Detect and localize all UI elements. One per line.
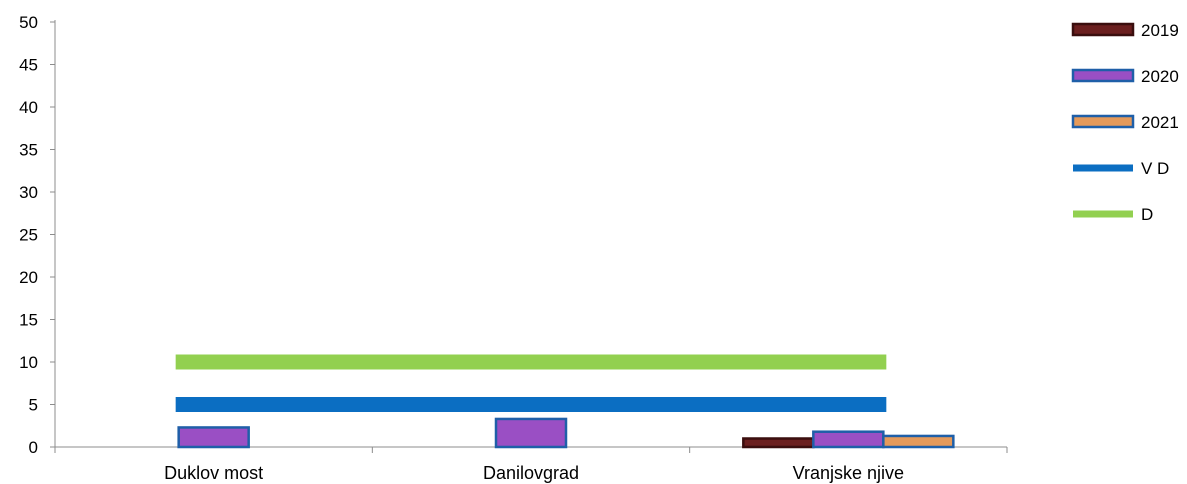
legend-label: V D	[1141, 159, 1169, 178]
y-tick-label: 20	[19, 268, 38, 287]
x-category-label: Duklov most	[164, 463, 263, 483]
y-tick-label: 50	[19, 13, 38, 32]
x-category-label: Danilovgrad	[483, 463, 579, 483]
y-tick-label: 35	[19, 141, 38, 160]
x-axis: Duklov most Danilovgrad Vranjske njive	[54, 446, 1008, 483]
y-tick-label: 30	[19, 183, 38, 202]
legend-label: 2020	[1141, 67, 1179, 86]
y-tick-label: 5	[29, 396, 38, 415]
legend-swatch-2019	[1071, 22, 1135, 37]
legend-swatch-2020	[1071, 68, 1135, 83]
bar-2021-vranjske-njive	[882, 434, 955, 449]
legend-label: D	[1141, 205, 1153, 224]
y-tick-label: 0	[29, 438, 38, 457]
bar-2020-duklov-most	[177, 426, 250, 449]
reference-lines	[175, 354, 887, 412]
bars	[177, 417, 955, 449]
y-tick-label: 15	[19, 311, 38, 330]
y-tick-label: 10	[19, 353, 38, 372]
x-category-label: Vranjske njive	[793, 463, 904, 483]
legend-swatch-2021	[1071, 114, 1135, 129]
legend-label: 2021	[1141, 113, 1179, 132]
y-axis: 0 5 10 15 20 25 30 35 40 45 50	[19, 13, 56, 457]
y-tick-label: 25	[19, 226, 38, 245]
legend: 2019 2020 2021 V D D	[1071, 21, 1179, 224]
y-tick-label: 45	[19, 56, 38, 75]
legend-label: 2019	[1141, 21, 1179, 40]
bar-2020-danilovgrad	[494, 417, 568, 449]
bar-2019-vranjske-njive	[742, 437, 815, 449]
bar-2020-vranjske-njive	[812, 430, 885, 449]
y-tick-label: 40	[19, 98, 38, 117]
